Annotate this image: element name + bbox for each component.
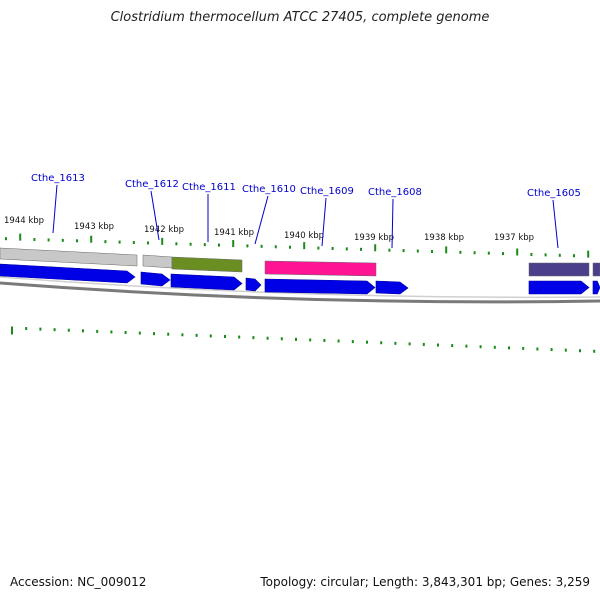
gene-label: Cthe_1610 (242, 184, 296, 195)
gene-leader-line (52, 184, 58, 234)
outer-tick-track (11, 326, 596, 353)
cds-arrow (264, 278, 376, 295)
cds-arrow (528, 280, 590, 295)
gray-feature-bar (142, 254, 173, 269)
kbp-label-layer: 1944 kbp 1943 kbp 1942 kbp 1941 kbp 1940 kbp… (4, 216, 534, 243)
inner-tick-track (5, 233, 590, 258)
gene-label: Cthe_1608 (368, 187, 422, 198)
gene-leader-line (150, 190, 160, 241)
kbp-label: 1941 kbp (214, 228, 254, 238)
backbone-outer-line (0, 281, 600, 304)
gene-label: Cthe_1613 (31, 173, 85, 184)
cds-arrow (245, 277, 262, 292)
gene-leader-line (254, 195, 269, 245)
map-title: Clostridium thermocellum ATCC 27405, com… (110, 10, 490, 25)
pink-feature-bar (264, 260, 377, 277)
gene-label: Cthe_1609 (300, 186, 354, 197)
cds-arrow (0, 263, 136, 284)
kbp-label: 1940 kbp (284, 231, 324, 241)
feature-layer (0, 247, 600, 277)
gene-leader-line (321, 197, 327, 247)
kbp-label: 1942 kbp (144, 225, 184, 235)
cds-arrow (170, 273, 243, 291)
accession-text: Accession: NC_009012 (10, 575, 147, 589)
cds-arrow (375, 280, 409, 295)
backbone-layer (0, 276, 600, 304)
gene-label: Cthe_1605 (527, 188, 581, 199)
gene-leader-line (552, 199, 559, 249)
olive-feature-bar (171, 256, 243, 273)
kbp-label: 1938 kbp (424, 233, 464, 243)
gene-label-layer: Cthe_1613 Cthe_1612 Cthe_1611 Cthe_1610 Cthe… (31, 173, 581, 249)
cds-layer (0, 263, 600, 295)
gene-label: Cthe_1611 (182, 182, 236, 193)
slate-feature-bar (592, 262, 600, 277)
genome-summary: Topology: circular; Length: 3,843,301 bp… (260, 575, 590, 589)
kbp-label: 1939 kbp (354, 233, 394, 243)
backbone-inner-line (0, 276, 600, 299)
cds-arrow (592, 280, 600, 295)
kbp-label: 1937 kbp (494, 233, 534, 243)
gray-feature-bar (0, 247, 138, 267)
kbp-label: 1944 kbp (4, 216, 44, 226)
kbp-label: 1943 kbp (74, 222, 114, 232)
cds-arrow (140, 271, 171, 287)
slate-feature-bar (528, 262, 590, 277)
gene-label: Cthe_1612 (125, 179, 179, 190)
gene-leader-line (391, 198, 394, 249)
